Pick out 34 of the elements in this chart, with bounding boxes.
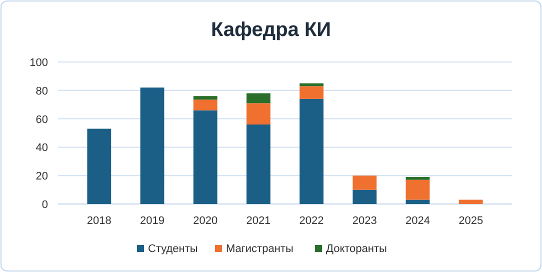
y-tick-label: 100 [30,57,48,69]
bar [246,103,270,124]
bar [193,100,218,110]
bar [406,200,430,204]
x-tick-label: 2021 [246,215,271,227]
bar [140,88,164,204]
bar [352,176,377,190]
bar [406,177,430,180]
x-tick-label: 2025 [458,215,484,227]
bar [406,180,430,200]
chart-title: Кафедра КИ [210,19,332,41]
x-tick-label: 2023 [352,215,377,227]
bar [87,128,112,204]
y-tick-label: 60 [36,114,48,126]
bar [352,190,377,204]
x-tick-label: 2024 [406,215,430,227]
x-tick-label: 2018 [86,215,112,227]
legend-label: Докторанты [326,243,388,255]
y-tick-label: 40 [36,142,48,154]
bar [193,110,218,204]
y-tick-label: 0 [42,199,48,211]
legend-label: Магистранты [226,243,294,255]
x-tick-label: 2022 [299,215,324,227]
y-tick-label: 80 [36,85,48,98]
bar [300,86,324,99]
x-tick-label: 2019 [140,215,164,227]
bar [193,96,218,100]
bar [458,200,483,204]
bar [246,93,270,104]
y-tick-label: 20 [36,170,48,183]
legend-label: Студенты [148,243,198,255]
bar [246,124,270,204]
bar [300,98,324,204]
x-tick-label: 2020 [193,215,218,227]
